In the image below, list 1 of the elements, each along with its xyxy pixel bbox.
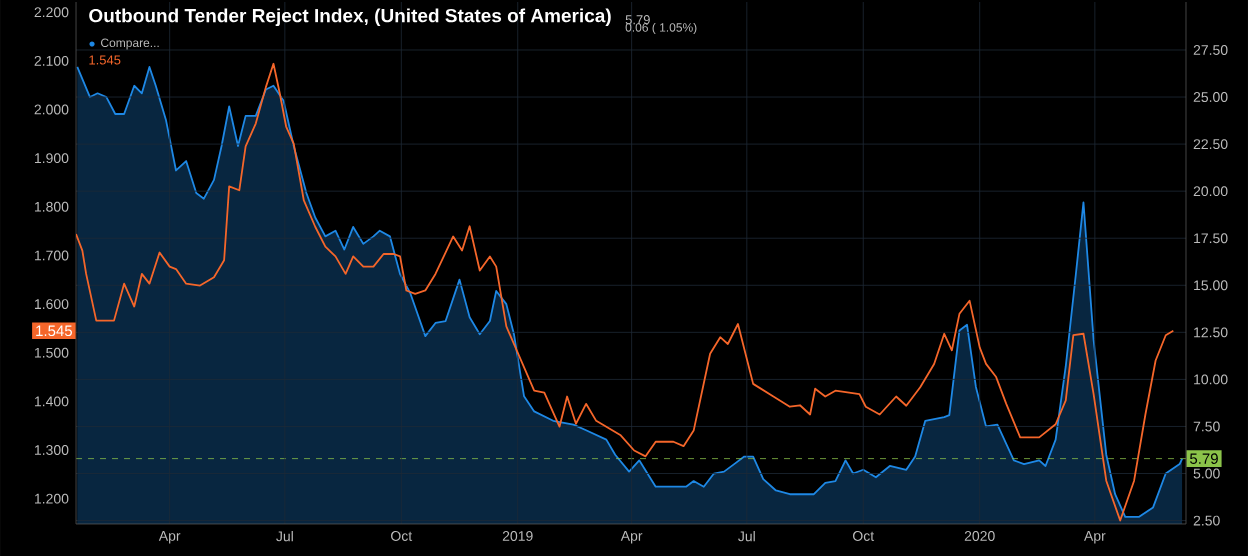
chart-title: Outbound Tender Reject Index, (United States of America) <box>89 8 611 27</box>
